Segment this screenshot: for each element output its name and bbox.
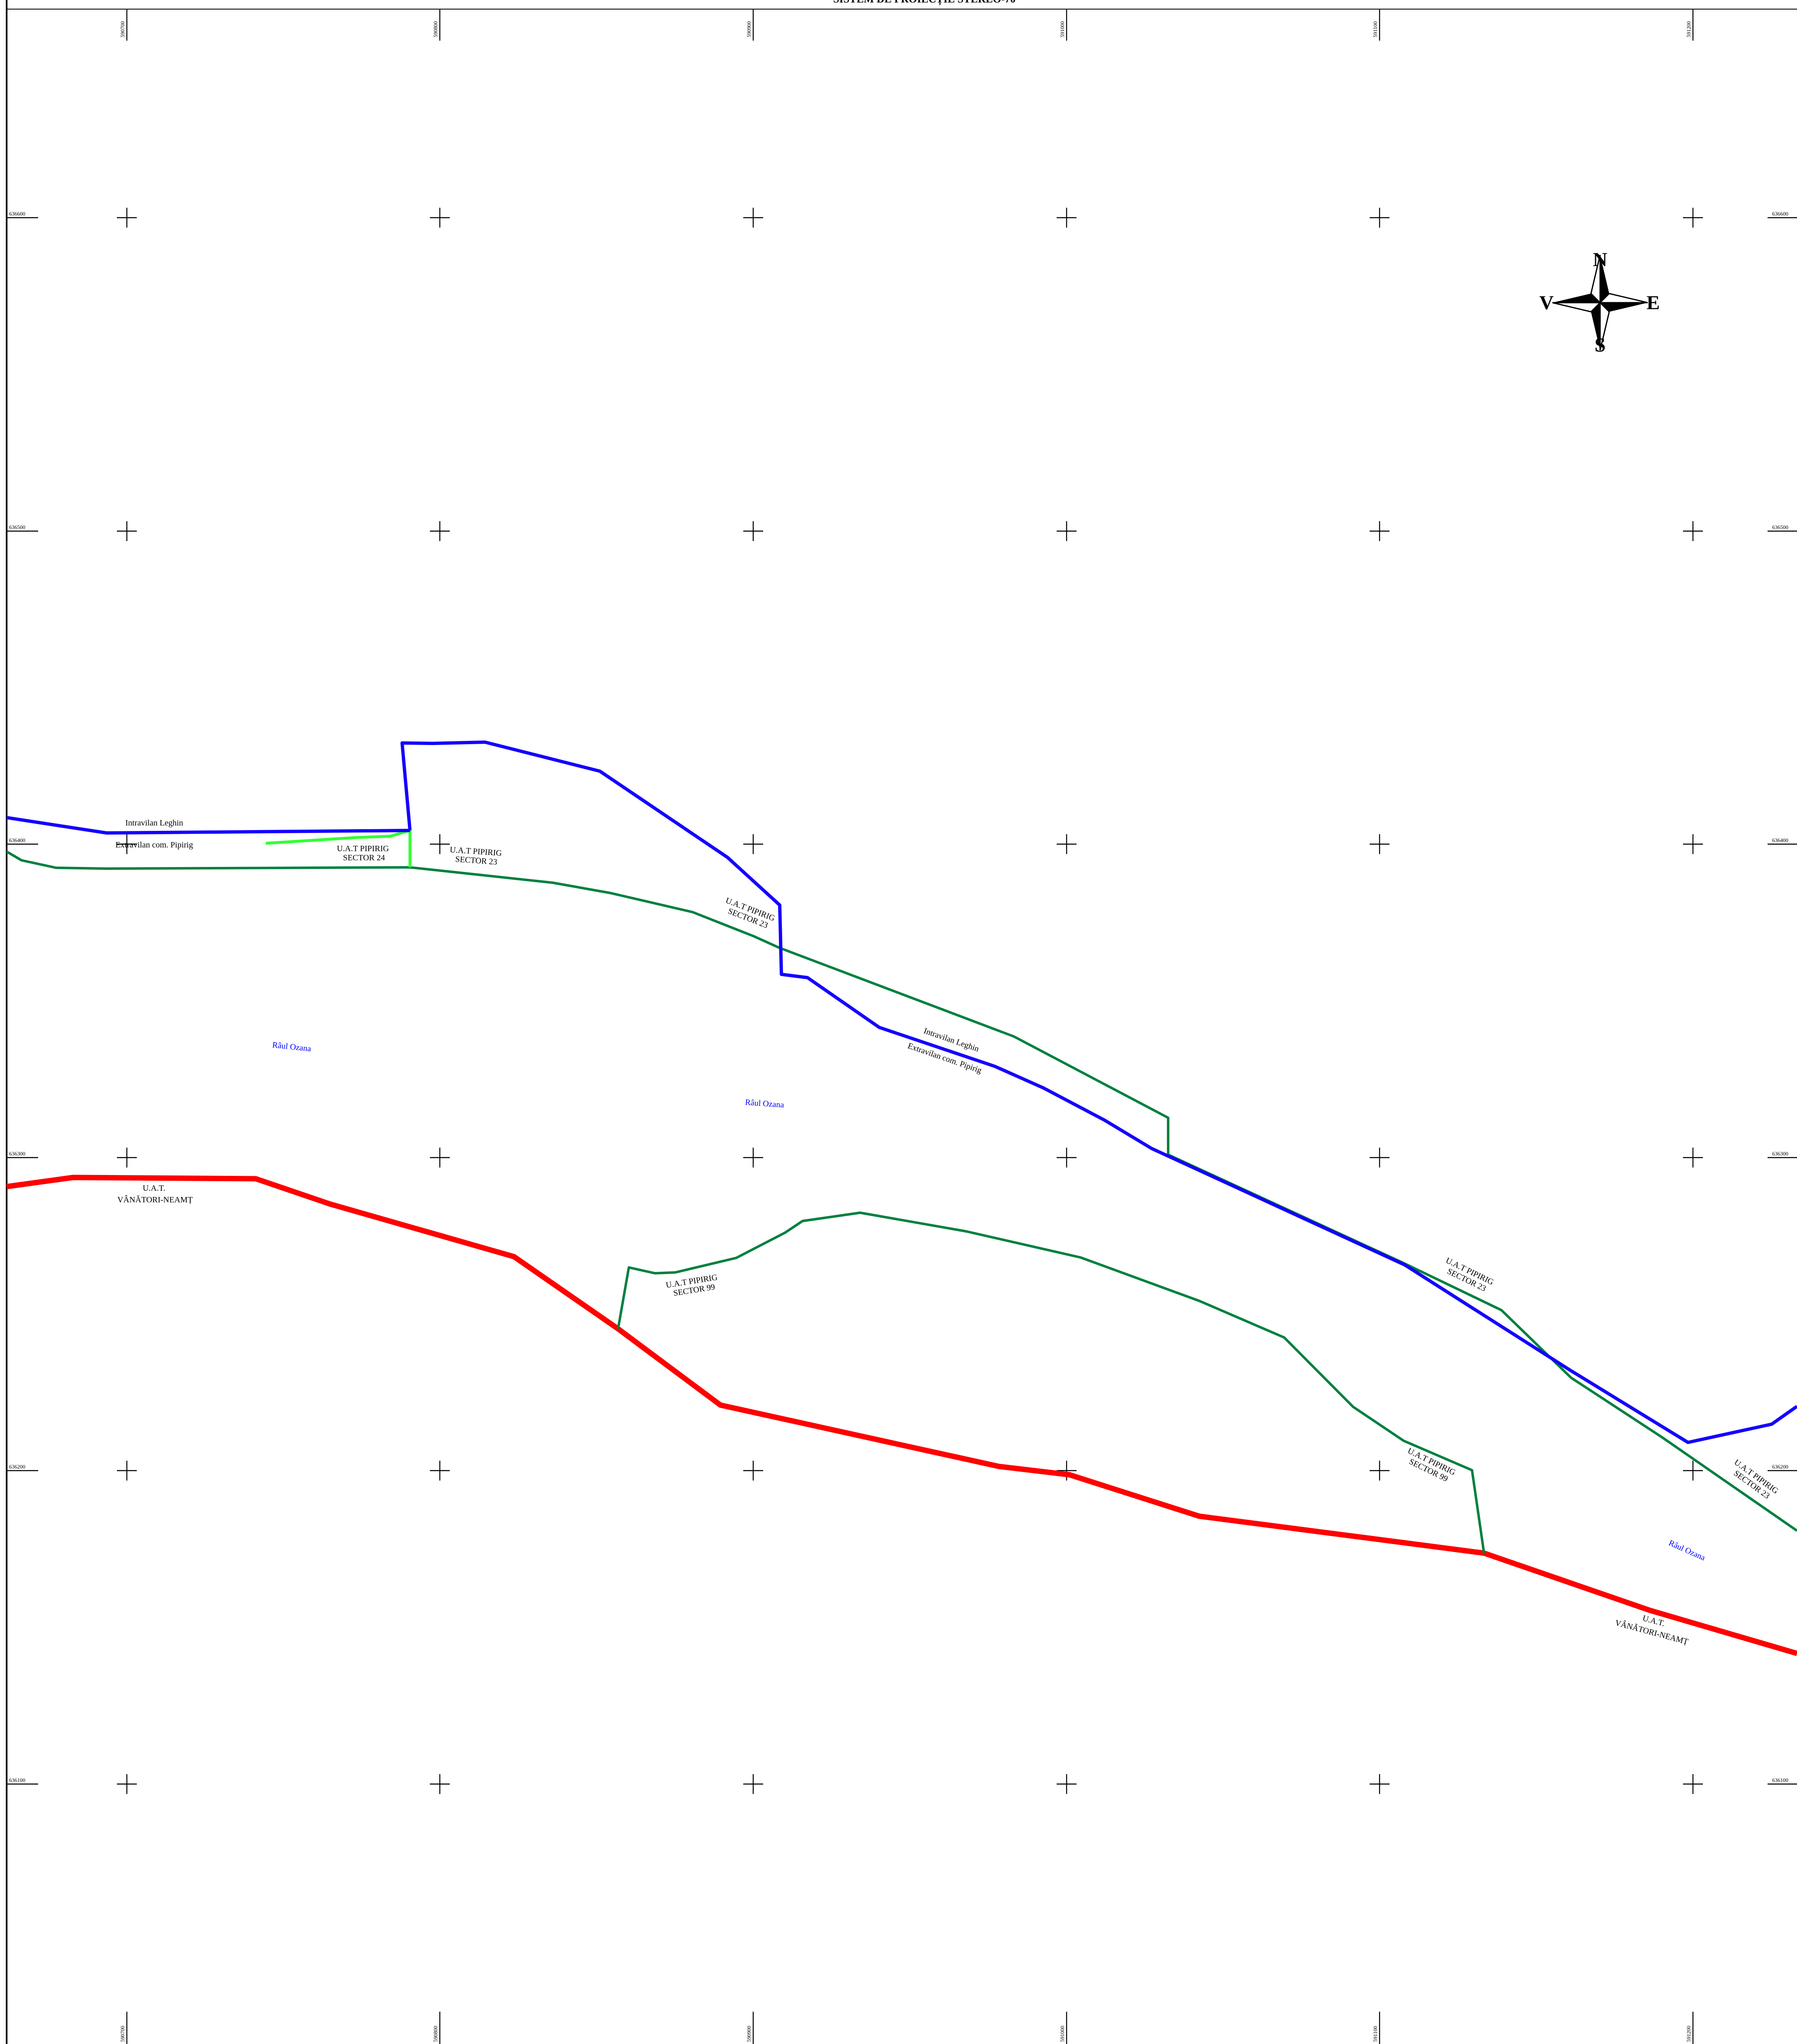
x-coord-label: 591200 bbox=[1685, 21, 1692, 37]
top-ticks bbox=[126, 9, 1694, 41]
compass-east: E bbox=[1647, 292, 1660, 314]
intravilan-boundary-west bbox=[6, 816, 410, 835]
y-coord-label: 636500 bbox=[1772, 524, 1788, 530]
intravilan-boundary-main bbox=[400, 740, 1797, 1444]
y-coord-label: 636200 bbox=[1772, 1464, 1788, 1470]
y-coord-label: 636100 bbox=[1772, 1777, 1788, 1783]
y-coord-label: 636600 bbox=[9, 211, 25, 217]
label-sector-24: U.A.T PIPIRIG SECTOR 24 bbox=[337, 844, 391, 862]
compass-west: V bbox=[1539, 292, 1554, 314]
map-title: SISTEM DE PROIECȚIE STEREO-70 bbox=[833, 0, 1016, 5]
x-coord-label: 590900 bbox=[746, 2026, 752, 2042]
bottom-ticks bbox=[126, 2012, 1694, 2044]
x-coord-label: 591000 bbox=[1059, 21, 1065, 37]
x-coord-label: 590700 bbox=[119, 2026, 126, 2042]
x-coord-label: 590900 bbox=[746, 21, 752, 37]
top-x-coords: 590700 590800 590900 591000 591100 59120… bbox=[119, 21, 1692, 37]
label-extravilan-pipirig: Extravilan com. Pipirig bbox=[115, 840, 193, 850]
y-coord-label: 636300 bbox=[9, 1151, 25, 1157]
y-coord-label: 636600 bbox=[1772, 211, 1788, 217]
y-coord-label: 636100 bbox=[9, 1777, 25, 1783]
compass-star-icon bbox=[1552, 255, 1648, 351]
y-coord-label: 636400 bbox=[1772, 837, 1788, 843]
grid-crosses bbox=[117, 208, 1703, 1794]
x-coord-label: 590700 bbox=[119, 21, 126, 37]
label-uat-vanatori-neamt-1: U.A.T. VÂNĂTORI-NEAMȚ bbox=[117, 1184, 193, 1204]
x-coord-label: 591100 bbox=[1372, 21, 1378, 37]
y-coord-label: 636400 bbox=[9, 837, 25, 843]
compass-south: S bbox=[1595, 334, 1606, 356]
sector-24-light-boundary bbox=[265, 829, 412, 867]
label-intravilan-leghin: Intravilan Leghin bbox=[125, 818, 183, 828]
compass-north: N bbox=[1593, 249, 1608, 271]
left-y-ticks bbox=[7, 217, 38, 1785]
y-coord-label: 636500 bbox=[9, 524, 25, 530]
bottom-x-coords: 590700 590800 590900 591000 591100 59120… bbox=[119, 2026, 1692, 2042]
x-coord-label: 590800 bbox=[432, 2026, 439, 2042]
right-y-ticks bbox=[1768, 217, 1797, 1785]
x-coord-label: 591200 bbox=[1685, 2026, 1692, 2042]
x-coord-label: 591000 bbox=[1059, 2026, 1065, 2042]
label-sector-23-a: U.A.T PIPIRIG SECTOR 23 bbox=[449, 845, 504, 867]
compass-rose: N S E V bbox=[1539, 249, 1660, 356]
x-coord-label: 591100 bbox=[1372, 2026, 1378, 2042]
sector-99-boundary bbox=[617, 1211, 1485, 1554]
left-y-coords: 636600 636500 636400 636300 636200 63610… bbox=[9, 211, 25, 1783]
x-coord-label: 590800 bbox=[432, 21, 439, 37]
y-coord-label: 636200 bbox=[9, 1464, 25, 1470]
right-y-coords: 636600 636500 636400 636300 636200 63610… bbox=[1772, 211, 1788, 1783]
y-coord-label: 636300 bbox=[1772, 1151, 1788, 1157]
